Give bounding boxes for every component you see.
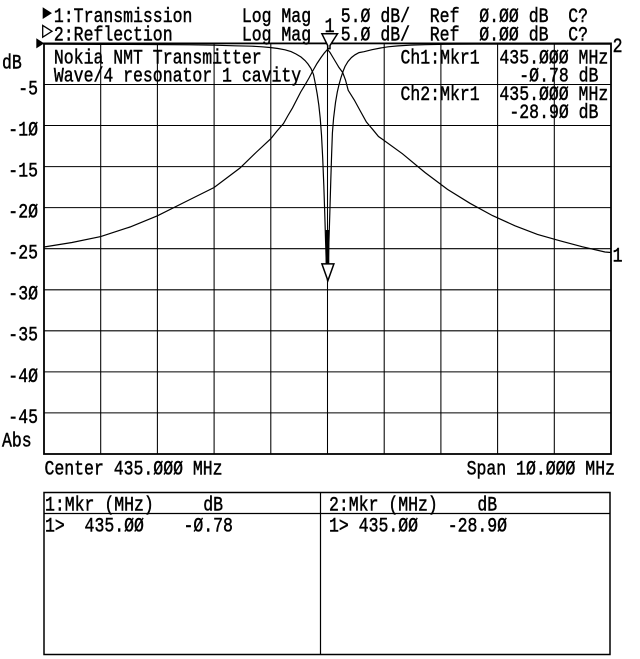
svg-text:-4Ø: -4Ø — [8, 364, 38, 388]
svg-text:-3Ø: -3Ø — [8, 282, 38, 306]
svg-text:-1Ø: -1Ø — [8, 118, 38, 142]
svg-text:2: 2 — [613, 34, 623, 58]
svg-text:1: 1 — [325, 14, 335, 38]
svg-text:1: 1 — [613, 244, 623, 268]
svg-text:-25: -25 — [8, 241, 38, 265]
svg-text:Ch2:Mkr1 435.ØØØ MHz: Ch2:Mkr1 435.ØØØ MHz — [401, 82, 609, 106]
svg-text:-35: -35 — [8, 323, 38, 347]
svg-text:-15: -15 — [8, 159, 38, 183]
svg-text:2:Reflection Log Mag 5: 2:Reflection Log Mag 5.Ø dB/ Ref Ø.ØØ dB… — [54, 23, 588, 47]
svg-text:-2Ø: -2Ø — [8, 200, 38, 224]
svg-text:Wave/4 resonator 1 cavity: Wave/4 resonator 1 cavity — [54, 64, 301, 88]
svg-text:1> 435.ØØ -28.9Ø: 1> 435.ØØ -28.9Ø — [329, 514, 507, 538]
svg-text:1:Mkr (MHz) dB: 1:Mkr (MHz) dB — [45, 493, 223, 517]
svg-text:-Ø.78 dB: -Ø.78 dB — [519, 64, 598, 88]
svg-text:2:Mkr (MHz) dB: 2:Mkr (MHz) dB — [329, 493, 497, 517]
svg-text:Ch1:Mkr1 435.ØØØ MHz: Ch1:Mkr1 435.ØØØ MHz — [401, 46, 609, 70]
svg-text:-5: -5 — [18, 77, 38, 101]
svg-text:1:Transmission Log Mag 5: 1:Transmission Log Mag 5.Ø dB/ Ref Ø.ØØ … — [54, 4, 588, 28]
svg-text:Abs: Abs — [2, 429, 32, 453]
svg-text:1> 435.ØØ -Ø.78: 1> 435.ØØ -Ø.78 — [45, 514, 233, 538]
svg-text:-28.9Ø dB: -28.9Ø dB — [509, 100, 598, 124]
svg-text:Span 1Ø.ØØØ MHz: Span 1Ø.ØØØ MHz — [467, 457, 615, 481]
svg-text:Nokia NMT Transmitter: Nokia NMT Transmitter — [54, 46, 262, 70]
svg-text:Center 435.ØØØ MHz: Center 435.ØØØ MHz — [45, 457, 223, 481]
svg-text:dB: dB — [2, 51, 22, 75]
svg-text:-45: -45 — [8, 405, 38, 429]
